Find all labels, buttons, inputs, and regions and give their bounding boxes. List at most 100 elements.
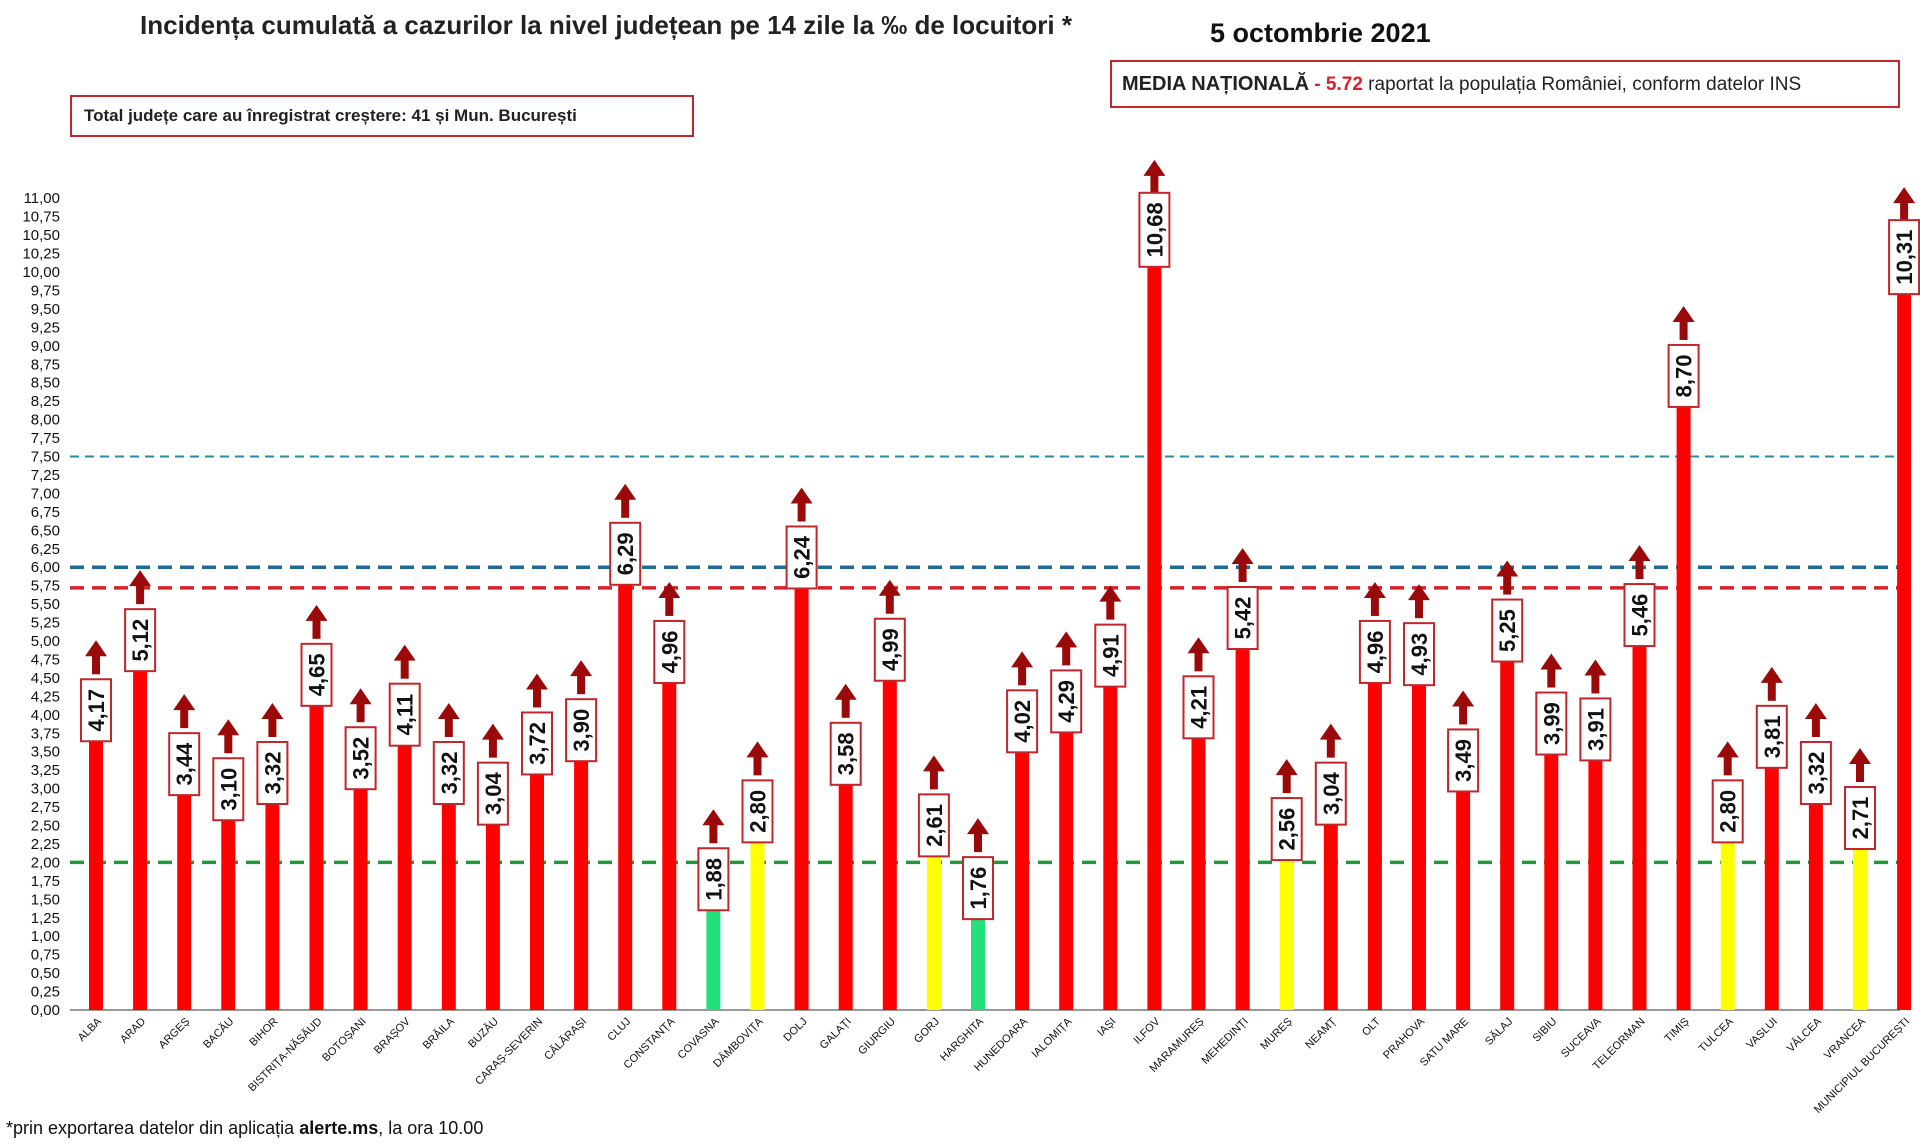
category-label: COVASNA [676, 1015, 722, 1061]
trend-arrow-up-icon [746, 741, 769, 758]
value-label-text: 2,80 [1716, 790, 1741, 833]
trend-arrow-up-icon [349, 688, 372, 705]
trend-arrow-shaft [1282, 773, 1291, 794]
chart-date: 5 octombrie 2021 [1210, 18, 1431, 48]
value-label: 3,04 [1314, 761, 1347, 826]
y-tick-label: 7,50 [31, 449, 60, 466]
y-tick-label: 4,50 [31, 670, 60, 687]
value-label-box [1535, 691, 1568, 756]
trend-arrow-up-icon [658, 581, 681, 598]
bar-group: 5,12 [124, 570, 157, 1010]
value-label: 2,80 [741, 779, 774, 844]
value-label: 1,76 [962, 856, 994, 921]
bar [1235, 610, 1250, 1010]
trend-arrow-up-icon [614, 483, 637, 500]
bar [574, 722, 589, 1010]
category-label: CLUJ [605, 1016, 633, 1044]
bar-group: 4,11 [388, 644, 421, 1010]
bar [838, 745, 853, 1010]
trend-arrow-shaft [268, 716, 277, 737]
y-tick-label: 2,25 [31, 836, 60, 853]
bar [530, 735, 544, 1010]
trend-arrow-up-icon [261, 702, 284, 719]
bar [1367, 643, 1382, 1010]
trend-arrow-up-icon [922, 755, 945, 772]
bar-group: 2,61 [917, 755, 950, 1010]
bar [1588, 721, 1603, 1010]
value-label-box [1270, 797, 1303, 862]
bar [618, 545, 633, 1010]
value-label: 3,44 [168, 732, 201, 797]
bar-group: 4,29 [1050, 631, 1083, 1010]
trend-arrow-shaft [1194, 651, 1203, 672]
value-label-box [1623, 583, 1656, 648]
value-label-text: 3,32 [260, 752, 285, 795]
trend-arrow-up-icon [1011, 651, 1034, 668]
bar-group: 3,52 [344, 688, 377, 1010]
value-label-box [521, 711, 553, 776]
category-label: TIMIȘ [1662, 1016, 1691, 1045]
trend-arrow-shaft [1900, 201, 1909, 222]
bar-group: 3,49 [1447, 690, 1480, 1010]
bar [221, 781, 236, 1010]
category-label: BRAȘOV [372, 1015, 413, 1056]
value-label: 5,46 [1623, 583, 1656, 648]
value-label-text: 3,58 [834, 732, 859, 775]
value-label: 4,91 [1094, 623, 1127, 688]
category-label: NEAMȚ [1303, 1015, 1339, 1051]
bar [1764, 728, 1779, 1010]
bar-group: 3,90 [565, 660, 598, 1010]
trend-arrow-up-icon [702, 809, 725, 826]
y-tick-label: 2,50 [31, 818, 60, 835]
category-label: ARAD [118, 1016, 148, 1046]
category-label: ARGEȘ [157, 1016, 193, 1052]
value-label-box [785, 525, 818, 590]
value-label-box [168, 732, 201, 797]
trend-arrow-up-icon [967, 818, 989, 835]
value-label-text: 3,44 [172, 742, 197, 786]
trend-arrow-shaft [797, 501, 806, 522]
trend-arrow-up-icon [1849, 748, 1871, 765]
bar-group: 1,88 [697, 809, 730, 1010]
value-label: 4,17 [80, 678, 112, 743]
y-tick-label: 4,25 [31, 688, 60, 705]
trend-arrow-up-icon [878, 579, 901, 596]
category-label: ALBA [76, 1015, 105, 1044]
value-label: 4,29 [1050, 669, 1083, 734]
category-label: SĂLAJ [1482, 1015, 1515, 1048]
value-label-text: 1,76 [966, 867, 991, 910]
bar-group: 6,24 [785, 487, 818, 1010]
y-tick-label: 1,25 [31, 910, 60, 927]
category-label: BOTOȘANI [320, 1016, 369, 1065]
trend-arrow-up-icon [1540, 653, 1563, 670]
bar [89, 702, 103, 1010]
y-tick-label: 8,75 [31, 356, 60, 373]
national-average-box: MEDIA NAȚIONALĂ - 5.72 raportat la popul… [1110, 60, 1900, 108]
national-average-dash: - [1309, 74, 1326, 95]
y-tick-label: 6,50 [31, 522, 60, 539]
trend-arrow-up-icon [790, 487, 813, 504]
bar [397, 706, 412, 1010]
category-label: BACĂU [200, 1015, 236, 1051]
y-tick-label: 10,25 [22, 246, 60, 263]
y-tick-label: 0,50 [31, 965, 60, 982]
trend-arrow-shaft [1238, 562, 1247, 583]
value-label: 4,02 [1006, 689, 1039, 754]
national-average-label: MEDIA NAȚIONALĂ [1122, 73, 1310, 95]
trend-arrow-shaft [224, 733, 233, 754]
counties-increase-box: Total județe care au înregistrat creșter… [70, 95, 694, 137]
value-label: 5,42 [1226, 586, 1259, 651]
national-average-description: raportat la populația României, conform … [1362, 74, 1802, 95]
bar-group: 2,56 [1270, 759, 1303, 1010]
bar-group: 3,99 [1535, 653, 1568, 1010]
category-label: BISTRIȚA-NĂSĂUD [245, 1015, 324, 1094]
trend-arrow-up-icon [1584, 659, 1607, 676]
value-label: 2,56 [1270, 797, 1303, 862]
trend-arrow-shaft [1547, 667, 1556, 688]
bar-group: 4,96 [653, 581, 686, 1010]
trend-arrow-up-icon [1319, 723, 1342, 740]
counties-increase-text: Total județe care au înregistrat creșter… [84, 106, 577, 125]
bar [1103, 647, 1118, 1010]
trend-arrow-up-icon [1099, 585, 1122, 602]
value-label-text: 5,12 [128, 619, 153, 662]
